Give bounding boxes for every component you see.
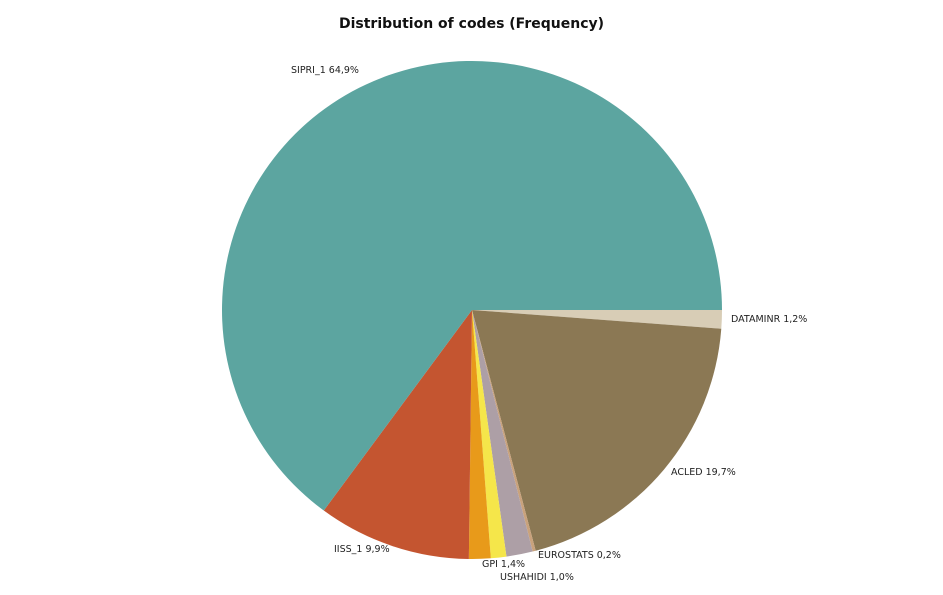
pie-slice-iiss-1 — [323, 310, 472, 559]
slice-label: GPI 1,4% — [482, 559, 526, 570]
slice-label: EUROSTATS 0,2% — [538, 550, 621, 561]
slice-label: SIPRI_1 64,9% — [291, 65, 359, 76]
pie-slice-dataminr — [472, 310, 722, 329]
pie-slice-acled — [472, 310, 722, 551]
pie-slice-eurostats — [472, 310, 536, 552]
slice-label: ACLED 19,7% — [671, 467, 736, 478]
pie-slice-unlabeled — [472, 310, 533, 557]
chart-title: Distribution of codes (Frequency) — [338, 16, 605, 32]
pie-slice-gpi — [468, 310, 491, 559]
slice-label: DATAMINR 1,2% — [731, 314, 808, 325]
pie-slice-sipri-1 — [222, 61, 722, 511]
pie-slice-ushahidi — [472, 310, 507, 559]
slice-label: USHAHIDI 1,0% — [500, 572, 574, 583]
slice-label: IISS_1 9,9% — [334, 544, 390, 555]
